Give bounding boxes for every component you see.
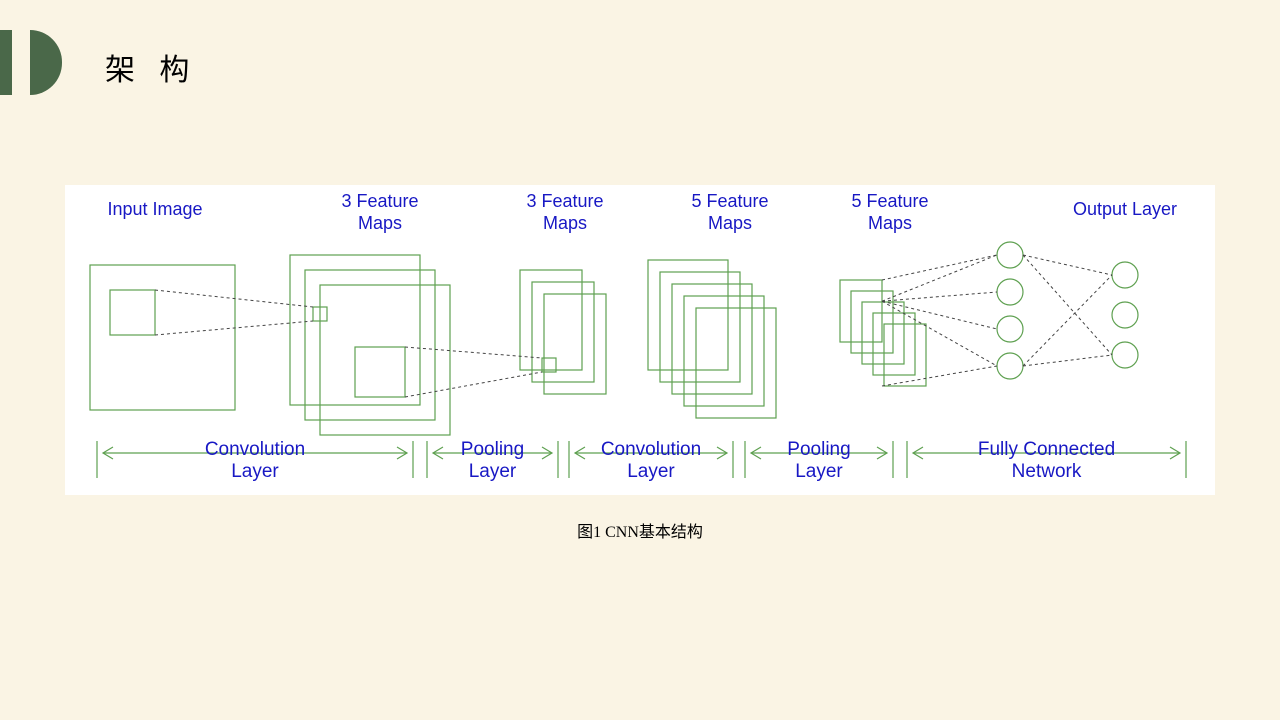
svg-text:Maps: Maps [868, 213, 912, 233]
svg-text:3 Feature: 3 Feature [526, 191, 603, 211]
svg-text:Pooling: Pooling [461, 439, 524, 460]
svg-text:5 Feature: 5 Feature [691, 191, 768, 211]
svg-text:Convolution: Convolution [205, 439, 305, 460]
svg-text:Layer: Layer [469, 461, 517, 482]
svg-text:Network: Network [1012, 461, 1082, 482]
svg-text:Pooling: Pooling [787, 439, 850, 460]
svg-text:Layer: Layer [627, 461, 675, 482]
svg-text:Output Layer: Output Layer [1073, 199, 1177, 219]
svg-text:Input Image: Input Image [107, 199, 202, 219]
decoration-semicircle [30, 30, 62, 95]
svg-text:Maps: Maps [543, 213, 587, 233]
header-decoration [0, 30, 62, 95]
svg-text:5 Feature: 5 Feature [851, 191, 928, 211]
figure-caption: 图1 CNN基本结构 [0, 518, 1280, 542]
svg-text:Fully Connected: Fully Connected [978, 439, 1115, 460]
page-title: 架 构 [105, 45, 197, 89]
svg-text:3 Feature: 3 Feature [341, 191, 418, 211]
cnn-diagram: Input Image3 FeatureMaps3 FeatureMaps5 F… [65, 185, 1215, 495]
decoration-bar [0, 30, 12, 95]
svg-text:Maps: Maps [358, 213, 402, 233]
svg-text:Layer: Layer [795, 461, 843, 482]
svg-text:Convolution: Convolution [601, 439, 701, 460]
svg-text:Maps: Maps [708, 213, 752, 233]
diagram-svg: Input Image3 FeatureMaps3 FeatureMaps5 F… [65, 185, 1215, 495]
svg-text:Layer: Layer [231, 461, 279, 482]
